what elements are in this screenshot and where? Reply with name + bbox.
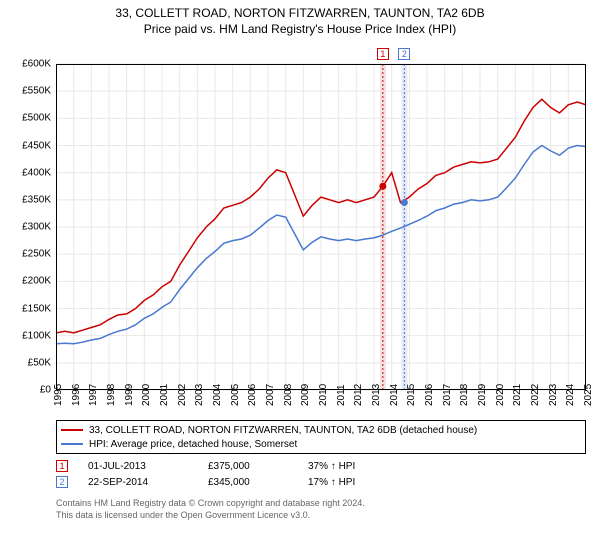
y-tick-label: £250K: [6, 249, 51, 260]
x-tick-label: 2016: [424, 384, 435, 406]
chart-container: 33, COLLETT ROAD, NORTON FITZWARREN, TAU…: [0, 0, 600, 560]
transaction-index-box: 2: [56, 476, 68, 488]
y-tick-label: £400K: [6, 167, 51, 178]
y-tick-label: £550K: [6, 86, 51, 97]
table-row: 1 01-JUL-2013 £375,000 37% ↑ HPI: [56, 458, 586, 474]
footer-line: Contains HM Land Registry data © Crown c…: [56, 498, 586, 510]
x-tick-label: 2012: [353, 384, 364, 406]
legend-box: 33, COLLETT ROAD, NORTON FITZWARREN, TAU…: [56, 420, 586, 454]
transaction-price: £375,000: [208, 461, 288, 472]
x-tick-label: 2014: [389, 384, 400, 406]
x-tick-label: 2004: [212, 384, 223, 406]
transaction-price: £345,000: [208, 477, 288, 488]
x-tick-label: 2017: [442, 384, 453, 406]
x-tick-label: 2013: [371, 384, 382, 406]
x-tick-label: 2023: [548, 384, 559, 406]
x-tick-label: 2000: [141, 384, 152, 406]
legend-row: HPI: Average price, detached house, Some…: [61, 437, 581, 451]
x-tick-label: 2007: [265, 384, 276, 406]
x-tick-label: 2015: [406, 384, 417, 406]
table-row: 2 22-SEP-2014 £345,000 17% ↑ HPI: [56, 474, 586, 490]
x-tick-label: 2025: [583, 384, 594, 406]
footer: Contains HM Land Registry data © Crown c…: [56, 498, 586, 521]
title-line-2: Price paid vs. HM Land Registry's House …: [0, 22, 600, 38]
x-tick-label: 2008: [283, 384, 294, 406]
x-tick-label: 2024: [565, 384, 576, 406]
y-tick-label: £0: [6, 385, 51, 396]
x-tick-label: 2010: [318, 384, 329, 406]
legend-swatch: [61, 443, 83, 445]
event-marker-label: 1: [377, 48, 389, 60]
x-tick-label: 2021: [512, 384, 523, 406]
x-tick-label: 2018: [459, 384, 470, 406]
transaction-index-box: 1: [56, 460, 68, 472]
footer-line: This data is licensed under the Open Gov…: [56, 510, 586, 522]
chart-svg: [56, 42, 586, 412]
x-tick-label: 2005: [230, 384, 241, 406]
x-tick-label: 2001: [159, 384, 170, 406]
x-tick-label: 2022: [530, 384, 541, 406]
idx: 2: [59, 477, 64, 487]
transaction-delta: 37% ↑ HPI: [308, 461, 408, 472]
y-tick-label: £450K: [6, 140, 51, 151]
chart-title: 33, COLLETT ROAD, NORTON FITZWARREN, TAU…: [0, 0, 600, 37]
x-tick-label: 2006: [247, 384, 258, 406]
transaction-date: 22-SEP-2014: [88, 477, 188, 488]
x-tick-label: 2020: [495, 384, 506, 406]
y-tick-label: £300K: [6, 222, 51, 233]
y-tick-label: £100K: [6, 330, 51, 341]
legend-swatch: [61, 429, 83, 431]
event-marker-label: 2: [398, 48, 410, 60]
idx: 1: [59, 461, 64, 471]
x-tick-label: 2019: [477, 384, 488, 406]
x-tick-label: 1997: [88, 384, 99, 406]
x-tick-label: 2003: [194, 384, 205, 406]
x-tick-label: 2011: [336, 384, 347, 406]
title-line-1: 33, COLLETT ROAD, NORTON FITZWARREN, TAU…: [0, 6, 600, 22]
transaction-date: 01-JUL-2013: [88, 461, 188, 472]
y-tick-label: £350K: [6, 194, 51, 205]
transactions-table: 1 01-JUL-2013 £375,000 37% ↑ HPI 2 22-SE…: [56, 458, 586, 490]
y-tick-label: £500K: [6, 113, 51, 124]
y-tick-label: £600K: [6, 59, 51, 70]
x-tick-label: 1998: [106, 384, 117, 406]
legend-label: HPI: Average price, detached house, Some…: [89, 439, 297, 450]
x-tick-label: 1996: [71, 384, 82, 406]
y-tick-label: £50K: [6, 357, 51, 368]
y-tick-label: £200K: [6, 276, 51, 287]
x-tick-label: 2002: [177, 384, 188, 406]
chart-plot-area: 1995 1996 1997 1998 1999 2000 2001 2002 2003 2004…: [56, 42, 586, 412]
x-tick-label: 1995: [53, 384, 64, 406]
legend-label: 33, COLLETT ROAD, NORTON FITZWARREN, TAU…: [89, 425, 477, 436]
y-tick-label: £150K: [6, 303, 51, 314]
x-tick-label: 2009: [300, 384, 311, 406]
x-tick-label: 1999: [124, 384, 135, 406]
transaction-delta: 17% ↑ HPI: [308, 477, 408, 488]
legend-row: 33, COLLETT ROAD, NORTON FITZWARREN, TAU…: [61, 423, 581, 437]
